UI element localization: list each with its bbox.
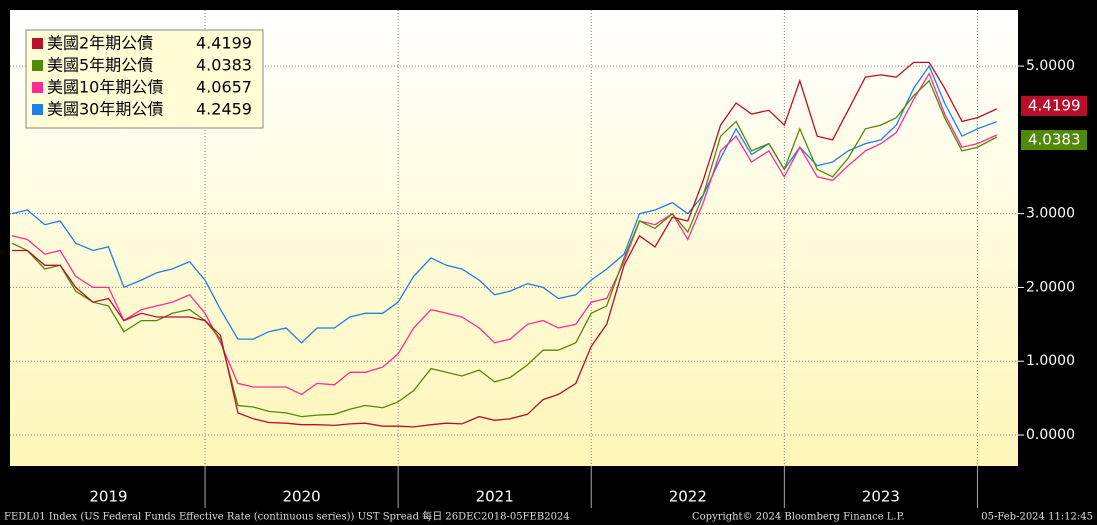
last-value-box xyxy=(1021,130,1087,151)
legend-swatch xyxy=(32,60,43,71)
last-value-label: 4.4199 xyxy=(1028,96,1081,114)
y-tick-label: 5.0000 xyxy=(1026,58,1075,74)
footer-copyright: Copyright© 2024 Bloomberg Finance L.P. xyxy=(692,512,905,523)
series-line xyxy=(11,64,998,344)
legend-value: 4.0657 xyxy=(196,78,252,97)
legend-swatch xyxy=(32,82,43,93)
x-tick-label: 2020 xyxy=(282,488,320,506)
x-tick-label: 2023 xyxy=(862,488,900,506)
legend: 美國2年期公債 4.4199 美國5年期公債 4.0383 美國10年期公債 4.0657… xyxy=(25,29,264,129)
series-line xyxy=(11,61,998,428)
y-tick-label: 0.0000 xyxy=(1026,427,1075,443)
legend-swatch xyxy=(32,38,43,49)
series-line xyxy=(11,72,998,396)
last-value-label: 4.0383 xyxy=(1028,131,1081,149)
legend-label: 美國2年期公債 xyxy=(47,34,153,53)
x-tick-label: 2022 xyxy=(669,488,707,506)
legend-value: 4.2459 xyxy=(196,100,252,119)
x-tick-label: 2021 xyxy=(476,488,514,506)
legend-label: 美國30年期公債 xyxy=(47,100,163,119)
y-tick-label: 1.0000 xyxy=(1026,353,1075,369)
y-tick-label: 3.0000 xyxy=(1026,206,1075,222)
y-tick-label: 2.0000 xyxy=(1026,279,1075,295)
legend-label: 美國10年期公債 xyxy=(47,78,163,97)
x-tick-label: 2019 xyxy=(89,488,127,506)
legend-value: 4.4199 xyxy=(196,34,252,53)
series-line xyxy=(11,79,998,418)
legend-value: 4.0383 xyxy=(196,56,252,75)
footer-source: FEDL01 Index (US Federal Funds Effective… xyxy=(4,510,570,523)
last-value-box xyxy=(1021,95,1087,116)
footer-timestamp: 05-Feb-2024 11:12:45 xyxy=(981,512,1093,523)
legend-box xyxy=(25,29,264,129)
legend-swatch xyxy=(32,104,43,115)
legend-label: 美國5年期公債 xyxy=(47,56,153,75)
